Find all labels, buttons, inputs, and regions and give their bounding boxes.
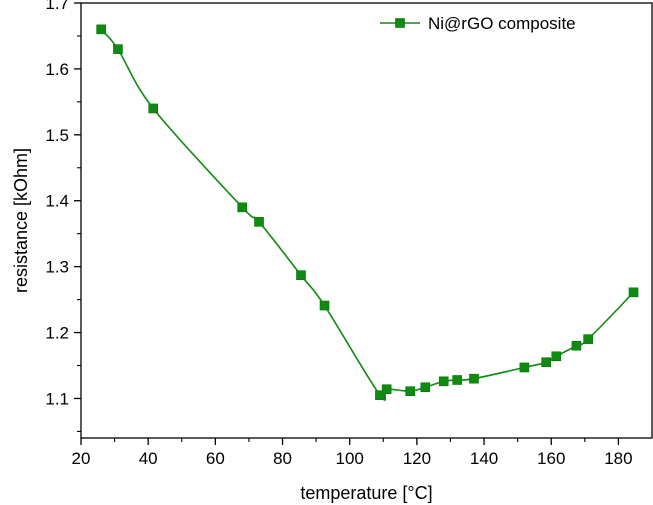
y-tick-label: 1.2 — [45, 324, 69, 343]
x-tick-label: 120 — [403, 449, 431, 468]
x-tick-label: 60 — [206, 449, 225, 468]
data-point — [551, 351, 562, 362]
data-point — [438, 376, 449, 387]
x-tick-label: 160 — [537, 449, 565, 468]
data-point — [296, 270, 306, 281]
x-tick-label: 100 — [336, 449, 364, 468]
legend: Ni@rGO composite — [380, 14, 576, 33]
data-point — [452, 375, 462, 385]
data-point — [113, 44, 123, 54]
data-point — [583, 334, 593, 344]
data-point — [571, 340, 582, 351]
series-line — [100, 28, 635, 402]
data-point — [148, 103, 159, 114]
y-tick-label: 1.1 — [45, 389, 69, 408]
data-point — [381, 384, 392, 395]
data-point — [375, 390, 385, 400]
data-point — [237, 202, 248, 213]
data-point — [519, 362, 530, 373]
y-tick-label: 1.4 — [45, 192, 69, 211]
x-axis-title: temperature [°C] — [300, 483, 432, 503]
y-axis-title: resistance [kOhm] — [11, 148, 31, 293]
plot-frame — [80, 2, 653, 439]
x-tick-label: 180 — [604, 449, 632, 468]
x-tick-label: 40 — [139, 449, 158, 468]
y-tick-label: 1.6 — [45, 60, 69, 79]
y-tick-label: 1.3 — [45, 258, 69, 277]
x-tick-label: 140 — [470, 449, 498, 468]
data-point — [420, 382, 431, 393]
data-point — [254, 217, 264, 227]
x-tick-label: 80 — [273, 449, 292, 468]
x-tick-label: 20 — [72, 449, 91, 468]
series-layer — [96, 24, 639, 402]
legend-marker — [395, 18, 405, 28]
data-point — [405, 386, 415, 397]
data-point — [319, 300, 330, 311]
legend-label: Ni@rGO composite — [428, 14, 576, 33]
plot-axes: 20 40 60 80 100 120 140 160 180 1.1 1.2 1.3 1.4 1.5 1.… — [45, 0, 653, 468]
y-tick-label: 1.7 — [45, 0, 69, 13]
y-tick-label: 1.5 — [45, 126, 69, 145]
data-point — [96, 24, 106, 35]
data-point — [628, 287, 639, 298]
data-point — [541, 357, 551, 368]
data-point — [469, 373, 479, 384]
